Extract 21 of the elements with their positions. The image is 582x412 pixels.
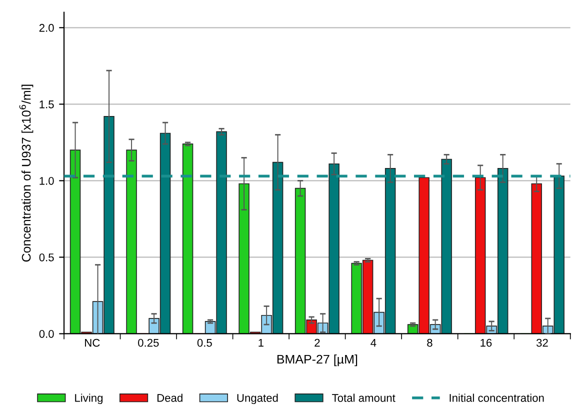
legend-label: Ungated (237, 394, 278, 404)
legend-label: Dead (157, 394, 182, 402)
x-tick-label: 32 (536, 338, 548, 347)
x-tick-label: 1 (258, 338, 264, 347)
x-tick-label: 4 (370, 338, 376, 347)
legend-label: Total amount (332, 394, 396, 402)
legend-label: Initial concentration (450, 394, 544, 402)
y-tick-label: 1.0 (40, 176, 54, 185)
y-tick-label: 1.5 (40, 100, 54, 108)
y-axis-title: Concentration of U937 [x10$^{6}$/ml] (19, 84, 34, 262)
y-tick-label: 0.5 (39, 253, 54, 262)
y-tick-label: 0.0 (39, 330, 54, 338)
x-tick-label: 8 (427, 338, 432, 347)
x-tick-label: NC (85, 338, 100, 347)
x-tick-label: 2 (314, 338, 320, 347)
x-tick-label: 16 (480, 338, 492, 347)
x-tick-label: 0.25 (138, 338, 159, 347)
legend-label: Living (75, 394, 103, 404)
x-axis-title: BMAP-27 [µM] (277, 354, 358, 366)
x-tick-label: 0.5 (197, 338, 212, 347)
y-tick-label: 2.0 (39, 24, 54, 32)
